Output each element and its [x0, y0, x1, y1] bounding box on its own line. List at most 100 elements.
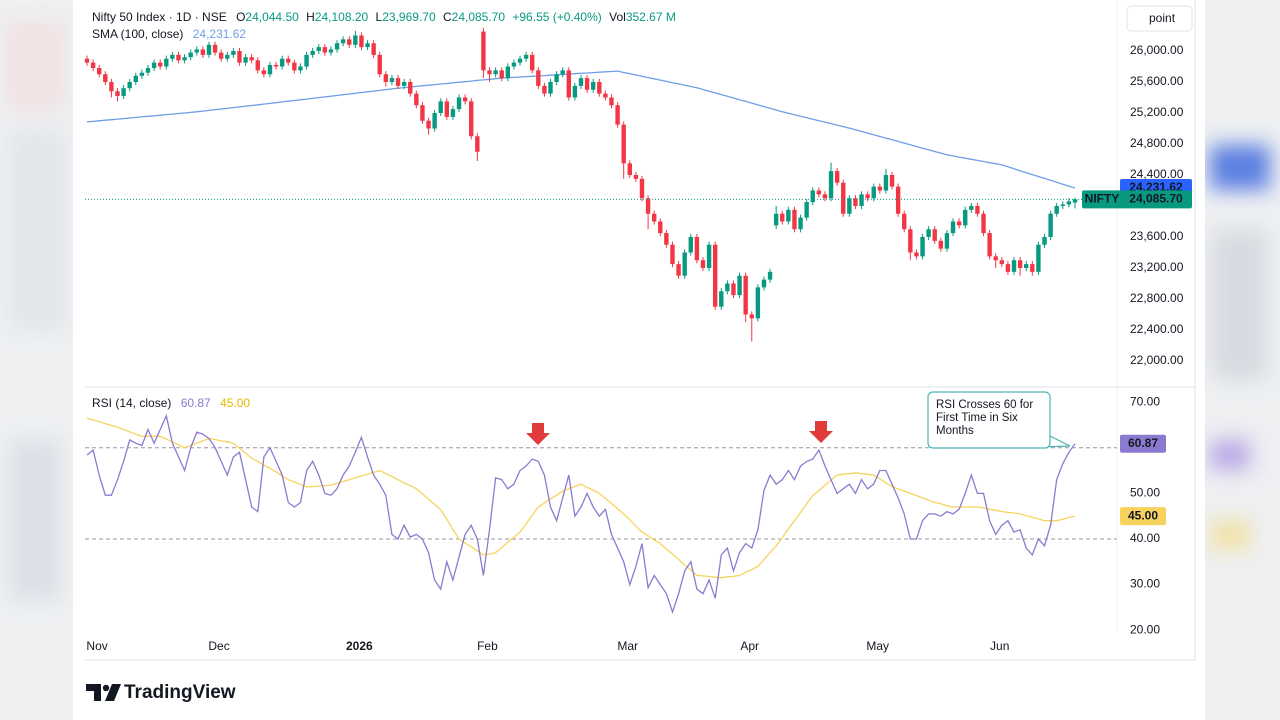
candle-body — [560, 70, 565, 75]
rsi-tag-bg — [1120, 434, 1166, 453]
candle-body — [804, 202, 809, 218]
rsi-legend: RSI (14, close) 60.87 45.00 — [92, 396, 250, 410]
symbol-tag: NIFTY — [1085, 192, 1120, 206]
candle-body — [956, 221, 962, 226]
candle-body — [103, 74, 108, 82]
last-price-tag-bg — [1120, 190, 1192, 209]
volume-key: Vol — [609, 10, 626, 24]
rsi-ma-tag: 45.00 — [1128, 508, 1158, 522]
candle-body — [456, 97, 462, 110]
candle-body — [865, 194, 870, 199]
candle-body — [670, 244, 675, 265]
candle-body — [365, 43, 370, 48]
candle-body — [883, 174, 889, 191]
candle-body — [603, 93, 608, 98]
candle-body — [530, 54, 535, 71]
y-tick-label: 25,600.00 — [1130, 74, 1184, 88]
candle-body — [475, 136, 480, 152]
x-tick-label: Mar — [617, 639, 638, 653]
candle-body — [1011, 260, 1017, 272]
candle-body — [414, 93, 419, 106]
candle-body — [121, 88, 126, 96]
candle-body — [444, 101, 450, 117]
candle-body — [590, 81, 596, 90]
candle-body — [420, 105, 425, 121]
candle-body — [218, 52, 224, 59]
candle-body — [676, 264, 681, 276]
candle-body — [688, 236, 693, 253]
callout-text: RSI Crosses 60 for First Time in Six Mon… — [936, 399, 1034, 437]
candle-body — [615, 105, 620, 125]
y-tick-label: 22,400.00 — [1130, 322, 1184, 336]
candle-body — [902, 213, 907, 230]
ohlc-value: 23,969.70 — [382, 10, 436, 24]
candle-body — [1066, 201, 1072, 205]
candle-body — [786, 209, 791, 222]
volume-value: 352.67 M — [626, 10, 676, 24]
candle-body — [767, 271, 773, 280]
candle-body — [780, 213, 785, 222]
candle-body — [170, 54, 175, 59]
candle-body — [383, 74, 389, 82]
candle-body — [597, 81, 602, 94]
candle-body — [889, 174, 895, 187]
candle-body — [298, 66, 303, 71]
ohlc-key: C — [443, 10, 452, 24]
candle-body — [645, 198, 651, 214]
y-tick-label: 23,600.00 — [1130, 229, 1184, 243]
y-tick-label: 26,000.00 — [1130, 43, 1184, 57]
y-tick-label: 25,200.00 — [1130, 105, 1184, 119]
candle-body — [792, 209, 797, 230]
candle-body — [548, 81, 553, 94]
candle-body — [639, 178, 645, 199]
candle-body — [517, 58, 523, 63]
candle-body — [231, 50, 236, 55]
candle-body — [743, 275, 748, 315]
candle-body — [292, 62, 297, 71]
candle-body — [151, 62, 157, 69]
y-tick-label: 70.00 — [1130, 394, 1160, 408]
rsi-ma-line — [86, 417, 1076, 579]
rsi-ma-value: 45.00 — [220, 396, 250, 410]
candle-body — [359, 35, 364, 48]
candle-body — [700, 260, 706, 268]
candle-body — [810, 190, 815, 203]
y-tick-label: 30.00 — [1130, 577, 1160, 591]
candle-body — [847, 198, 852, 214]
candle-body — [438, 101, 443, 113]
candle-body — [401, 81, 407, 86]
candle-body — [658, 221, 663, 234]
annotation-arrow — [809, 421, 833, 443]
candle-body — [487, 70, 492, 75]
candle-body — [566, 70, 572, 98]
candle-body — [115, 91, 120, 96]
ohlc-key: L — [376, 10, 383, 24]
candle-body — [499, 70, 504, 79]
candle-body — [798, 217, 803, 230]
ohlc-key: O — [236, 10, 245, 24]
brand-name: TradingView — [124, 682, 236, 703]
candle-body — [212, 44, 218, 53]
candle-body — [310, 50, 315, 55]
candle-body — [816, 190, 822, 195]
candle-body — [347, 39, 352, 45]
y-tick-label: 24,400.00 — [1130, 167, 1184, 181]
scale-button-label[interactable]: point — [1149, 11, 1176, 25]
candle-body — [987, 233, 992, 257]
candle-body — [651, 213, 657, 222]
candle-body — [139, 72, 145, 76]
candle-body — [633, 174, 639, 179]
scale-button[interactable] — [1126, 5, 1193, 32]
candle-body — [353, 35, 358, 45]
candle-body — [773, 213, 779, 226]
candle-body — [96, 68, 102, 75]
candle-body — [279, 58, 285, 67]
plot-layer: 22,000.00 22,400.00 22,800.00 23,200.00 23,6… — [84, 27, 1192, 653]
candle-body — [877, 186, 883, 191]
candle-body — [853, 198, 858, 206]
chart-background — [73, 0, 1205, 720]
candle-body — [828, 171, 834, 199]
annotation-arrow — [526, 423, 550, 445]
last-price-tag: 24,085.70 — [1129, 192, 1183, 206]
